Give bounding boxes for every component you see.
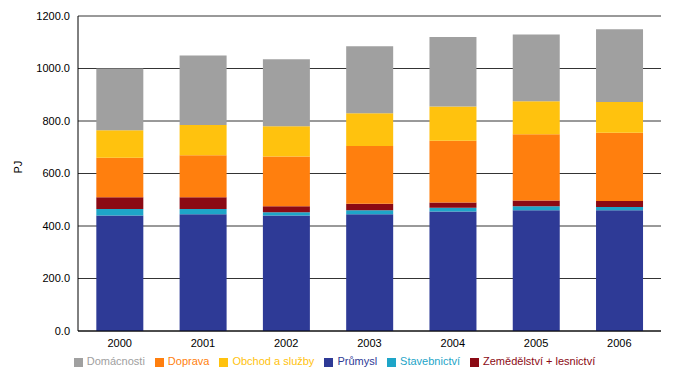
svg-text:400.0: 400.0: [42, 220, 70, 232]
svg-text:200.0: 200.0: [42, 272, 70, 284]
html-text:Stavebnictví: Stavebnictví: [400, 355, 460, 367]
svg-text:1000.0: 1000.0: [36, 62, 70, 74]
html-text:Obchod a služby: Obchod a služby: [232, 355, 315, 367]
svg-text:2004: 2004: [441, 337, 465, 349]
html-text:Zemědělství + lesnictví: Zemědělství + lesnictví: [483, 355, 596, 367]
svg-text:0.0: 0.0: [55, 325, 70, 337]
svg-text:2002: 2002: [274, 337, 298, 349]
svg-text:1200.0: 1200.0: [36, 10, 70, 22]
svg-text:2005: 2005: [524, 337, 548, 349]
html-text:Doprava: Doprava: [167, 355, 210, 367]
svg-text:800.0: 800.0: [42, 115, 70, 127]
svg-text:600.0: 600.0: [42, 167, 70, 179]
svg-text:PJ: PJ: [12, 161, 24, 174]
svg-text:2001: 2001: [191, 337, 215, 349]
svg-text:2006: 2006: [607, 337, 631, 349]
svg-text:2000: 2000: [107, 337, 131, 349]
html-text:Domácnosti: Domácnosti: [86, 355, 145, 367]
html-text:Průmysl: Průmysl: [337, 355, 378, 367]
svg-text:2003: 2003: [357, 337, 381, 349]
